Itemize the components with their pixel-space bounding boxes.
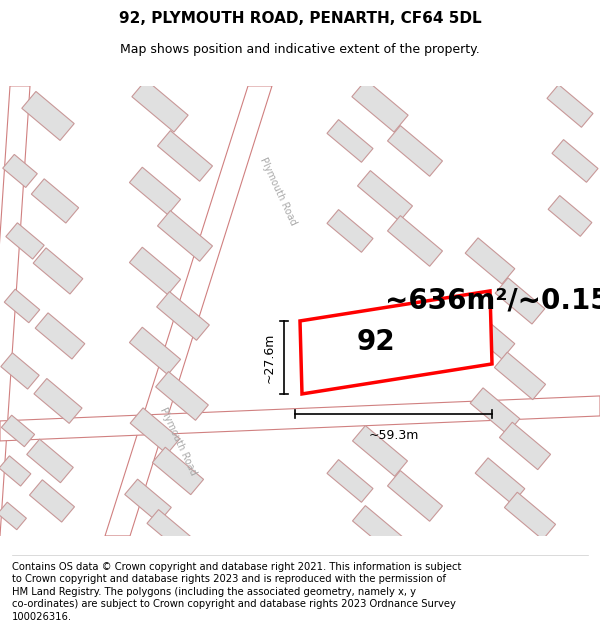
Polygon shape bbox=[494, 352, 545, 399]
Polygon shape bbox=[475, 458, 525, 504]
Text: ~27.6m: ~27.6m bbox=[263, 332, 276, 382]
Polygon shape bbox=[327, 119, 373, 162]
Polygon shape bbox=[130, 328, 181, 374]
Polygon shape bbox=[147, 509, 193, 552]
Polygon shape bbox=[31, 179, 79, 223]
Text: HM Land Registry. The polygons (including the associated geometry, namely x, y: HM Land Registry. The polygons (includin… bbox=[12, 587, 416, 597]
Polygon shape bbox=[130, 408, 180, 454]
Polygon shape bbox=[130, 168, 181, 214]
Polygon shape bbox=[130, 248, 181, 294]
Polygon shape bbox=[0, 502, 26, 530]
Polygon shape bbox=[505, 492, 556, 539]
Text: ~636m²/~0.157ac.: ~636m²/~0.157ac. bbox=[385, 287, 600, 315]
Polygon shape bbox=[152, 448, 203, 494]
Polygon shape bbox=[358, 171, 412, 221]
Polygon shape bbox=[353, 426, 407, 476]
Polygon shape bbox=[499, 422, 551, 469]
Polygon shape bbox=[125, 479, 171, 522]
Polygon shape bbox=[0, 456, 31, 486]
Polygon shape bbox=[158, 131, 212, 181]
Text: co-ordinates) are subject to Crown copyright and database rights 2023 Ordnance S: co-ordinates) are subject to Crown copyr… bbox=[12, 599, 456, 609]
Polygon shape bbox=[548, 196, 592, 236]
Text: to Crown copyright and database rights 2023 and is reproduced with the permissio: to Crown copyright and database rights 2… bbox=[12, 574, 446, 584]
Text: 92, PLYMOUTH ROAD, PENARTH, CF64 5DL: 92, PLYMOUTH ROAD, PENARTH, CF64 5DL bbox=[119, 11, 481, 26]
Polygon shape bbox=[1, 415, 35, 447]
Text: Plymouth Road: Plymouth Road bbox=[258, 156, 298, 226]
Polygon shape bbox=[470, 388, 520, 434]
Polygon shape bbox=[34, 379, 82, 423]
Polygon shape bbox=[158, 211, 212, 261]
Polygon shape bbox=[27, 439, 73, 483]
Polygon shape bbox=[3, 154, 37, 188]
Text: 100026316.: 100026316. bbox=[12, 612, 72, 622]
Polygon shape bbox=[4, 289, 40, 322]
Polygon shape bbox=[300, 291, 492, 394]
Polygon shape bbox=[552, 139, 598, 182]
Polygon shape bbox=[6, 222, 44, 259]
Polygon shape bbox=[327, 459, 373, 503]
Polygon shape bbox=[388, 471, 442, 521]
Polygon shape bbox=[33, 248, 83, 294]
Polygon shape bbox=[0, 86, 30, 536]
Polygon shape bbox=[105, 86, 272, 536]
Text: ~59.3m: ~59.3m bbox=[368, 429, 419, 442]
Polygon shape bbox=[22, 91, 74, 141]
Polygon shape bbox=[1, 352, 39, 389]
Polygon shape bbox=[327, 209, 373, 252]
Polygon shape bbox=[29, 480, 74, 522]
Text: Plymouth Road: Plymouth Road bbox=[158, 406, 198, 476]
Polygon shape bbox=[465, 238, 515, 284]
Text: 92: 92 bbox=[356, 329, 395, 356]
Text: Contains OS data © Crown copyright and database right 2021. This information is : Contains OS data © Crown copyright and d… bbox=[12, 562, 461, 572]
Polygon shape bbox=[353, 506, 407, 556]
Polygon shape bbox=[388, 216, 442, 266]
Polygon shape bbox=[495, 278, 545, 324]
Polygon shape bbox=[352, 80, 408, 132]
Polygon shape bbox=[465, 313, 515, 359]
Polygon shape bbox=[155, 372, 208, 420]
Polygon shape bbox=[132, 80, 188, 132]
Polygon shape bbox=[35, 313, 85, 359]
Text: Map shows position and indicative extent of the property.: Map shows position and indicative extent… bbox=[120, 42, 480, 56]
Polygon shape bbox=[547, 84, 593, 127]
Polygon shape bbox=[157, 292, 209, 340]
Polygon shape bbox=[0, 396, 600, 441]
Polygon shape bbox=[388, 126, 442, 176]
